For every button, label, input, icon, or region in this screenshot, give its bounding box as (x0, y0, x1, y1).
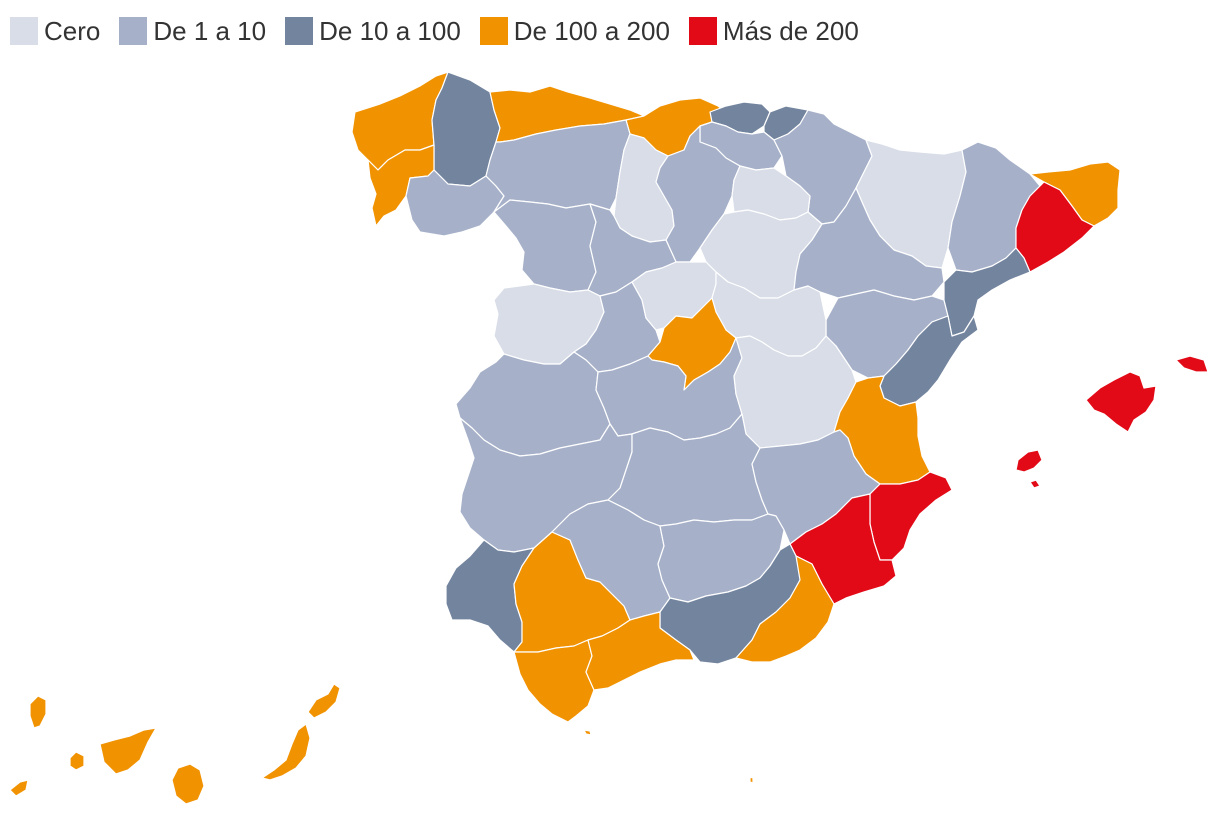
legend-swatch (285, 17, 314, 45)
island-formentera[interactable] (1029, 479, 1041, 489)
province-zamora[interactable] (493, 199, 597, 293)
legend-item-cero: Cero (10, 16, 100, 47)
province-alicante[interactable] (869, 471, 953, 561)
ceuta-islet (583, 729, 592, 736)
map-legend: Cero De 1 a 10 De 10 a 100 De 100 a 200 … (10, 12, 878, 50)
legend-label: Más de 200 (722, 15, 859, 46)
island-el-hierro[interactable] (9, 779, 29, 797)
legend-item-mas-200: Más de 200 (688, 15, 859, 47)
legend-swatch (688, 17, 717, 45)
island-lanzarote[interactable] (307, 683, 341, 719)
legend-swatch (119, 17, 148, 45)
legend-item-1-10: De 1 a 10 (119, 16, 266, 47)
province-barcelona[interactable] (1015, 181, 1095, 273)
province-murcia[interactable] (789, 493, 897, 605)
legend-label: Cero (44, 15, 101, 46)
legend-item-100-200: De 100 a 200 (479, 15, 670, 47)
island-menorca[interactable] (1175, 355, 1209, 373)
island-la-palma[interactable] (29, 695, 47, 729)
province-malaga[interactable] (585, 611, 695, 691)
province-cadiz[interactable] (513, 639, 595, 723)
island-gran-canaria[interactable] (171, 763, 205, 805)
legend-label: De 100 a 200 (513, 15, 670, 46)
island-mallorca[interactable] (1085, 371, 1157, 433)
legend-label: De 10 a 100 (319, 15, 461, 46)
island-ibiza[interactable] (1015, 449, 1043, 473)
legend-item-10-100: De 10 a 100 (285, 16, 461, 47)
legend-swatch (10, 17, 38, 45)
legend-swatch (479, 17, 508, 45)
island-fuerteventura[interactable] (261, 723, 311, 781)
province-almeria[interactable] (735, 555, 835, 663)
island-tenerife[interactable] (99, 727, 157, 775)
melilla-islet (749, 776, 754, 784)
island-la-gomera[interactable] (69, 751, 85, 771)
legend-label: De 1 a 10 (153, 15, 267, 46)
province-tarragona[interactable] (943, 247, 1031, 337)
